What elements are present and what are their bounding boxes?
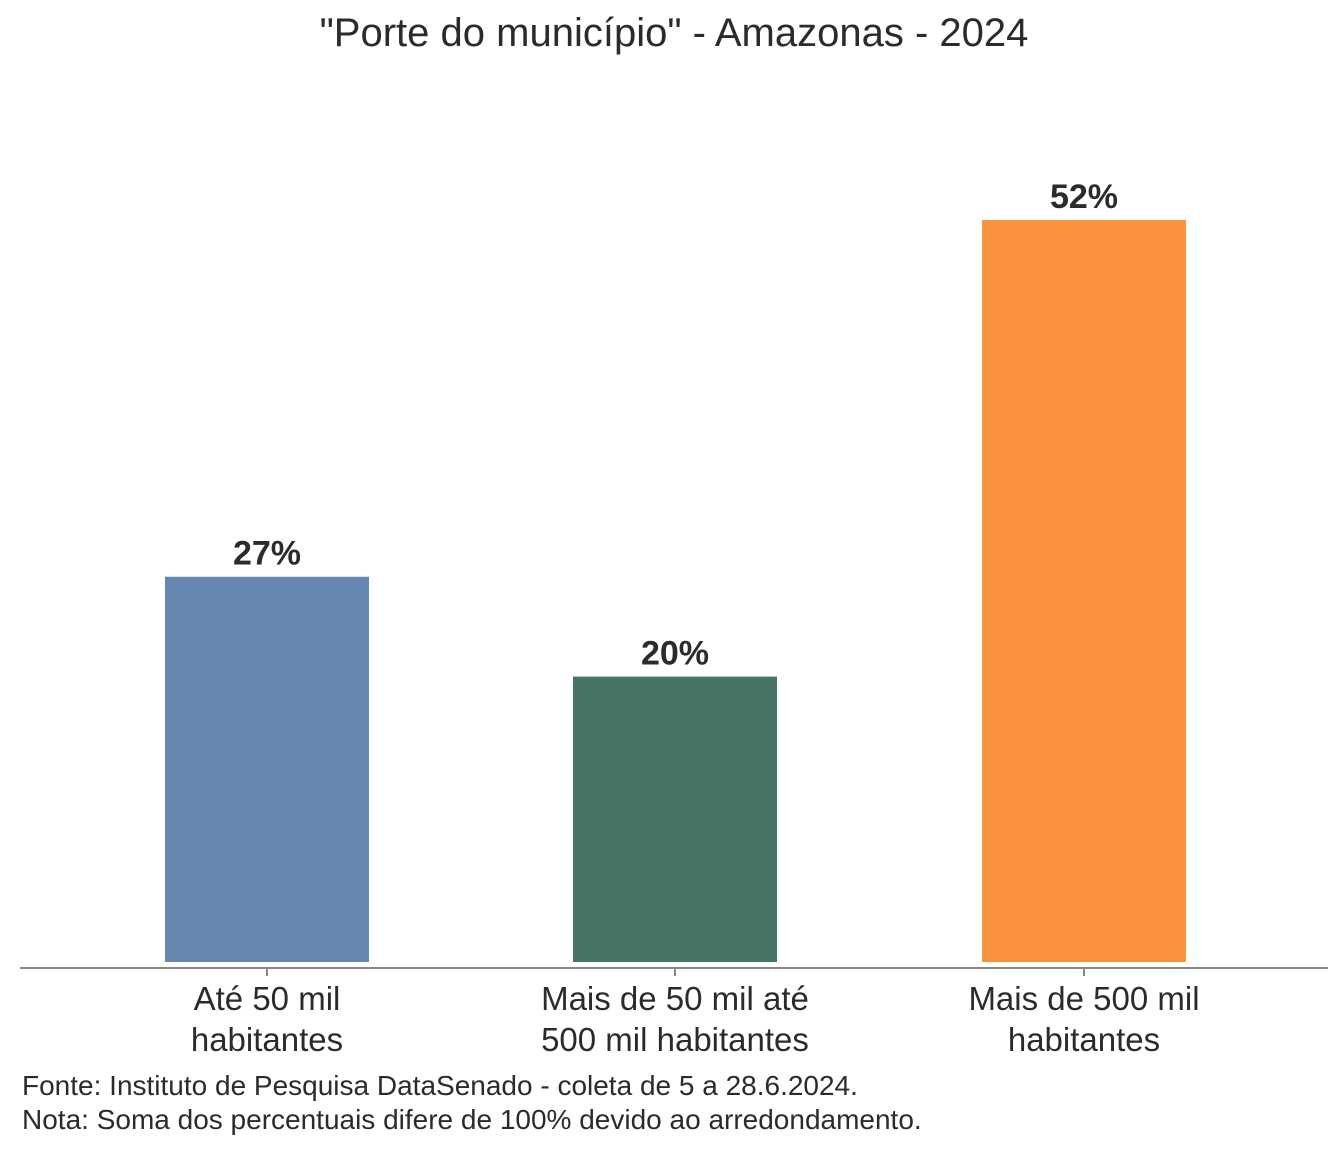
bar [573,676,777,962]
data-label: 20% [641,635,709,673]
bar [982,220,1186,962]
chart-title: "Porte do município" - Amazonas - 2024 [320,11,1029,55]
footnote: Nota: Soma dos percentuais difere de 100… [22,1104,922,1135]
bar [165,576,369,962]
x-tick-label: Mais de 500 mil [968,980,1199,1017]
x-tick-label: Mais de 50 mil até [541,980,809,1017]
x-tick-label: habitantes [1008,1021,1160,1058]
data-label: 27% [233,535,301,573]
x-tick-label: 500 mil habitantes [541,1021,809,1058]
x-tick-label: Até 50 mil [194,980,341,1017]
x-tick-label: habitantes [191,1021,343,1058]
data-label: 52% [1050,178,1118,216]
source-note: Fonte: Instituto de Pesquisa DataSenado … [22,1070,858,1101]
